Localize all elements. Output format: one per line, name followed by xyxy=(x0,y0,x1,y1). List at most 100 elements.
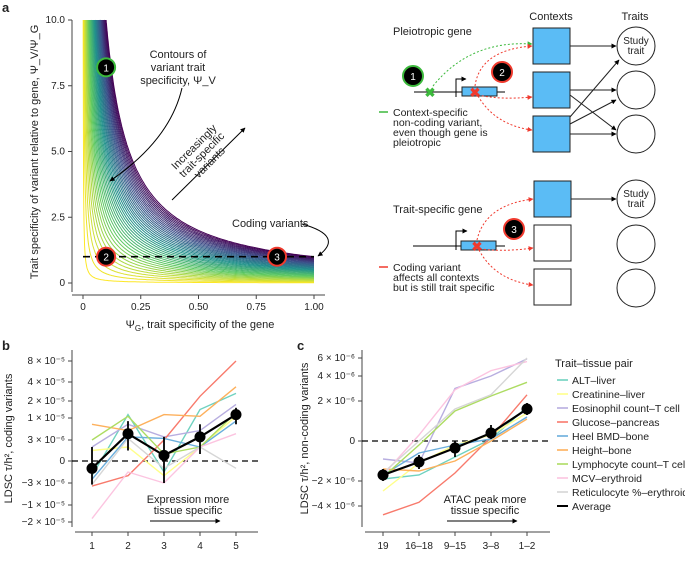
legend-entry: Lymphocyte count–T cell xyxy=(572,459,685,471)
contour-line xyxy=(90,19,315,274)
red-dotted-arrow xyxy=(479,246,534,252)
red-dotted-arrow xyxy=(478,249,534,287)
traits-header: Traits xyxy=(621,11,649,23)
legend-entry: Glucose–pancreas xyxy=(572,417,660,429)
red-note-line: affects all contexts xyxy=(393,272,479,284)
direction-annotation: tissue specific xyxy=(154,505,223,517)
y-tick-label: 2 × 10⁻⁵ xyxy=(27,396,65,407)
red-dotted-arrow xyxy=(477,95,533,132)
series-line-glucose-pancreas xyxy=(382,394,528,516)
trait-circle xyxy=(616,224,656,264)
panel-a-chart: 0 0.25 0.50 0.75 1.00 0 2.5 5.0 7.5 10.0 1 2 3 Contou… xyxy=(29,15,329,333)
y-tick-label: 1 × 10⁻⁵ xyxy=(27,413,65,424)
panel-label-a: a xyxy=(2,0,10,15)
badge-1 xyxy=(402,65,424,87)
contours-arrow xyxy=(109,87,183,182)
point-badge-3 xyxy=(267,246,288,267)
red-dotted-arrow xyxy=(476,197,534,241)
y-tick-label: −4 × 10⁻⁶ xyxy=(312,501,355,512)
y-tick-label: 8 × 10⁻⁵ xyxy=(27,356,65,367)
contour-line xyxy=(100,20,315,263)
green-note-line: even though gene is xyxy=(393,127,488,139)
contour-line xyxy=(102,20,315,261)
y-tick-label: −1 × 10⁻⁵ xyxy=(22,500,65,511)
badge-label: 2 xyxy=(499,68,505,79)
x-tick-label: 3 xyxy=(161,541,167,552)
y-tick-label: 4 × 10⁻⁶ xyxy=(318,371,355,382)
x-tick-label: 5 xyxy=(233,541,239,552)
average-point xyxy=(194,431,206,443)
y-tick-label: −2 × 10⁻⁶ xyxy=(312,476,355,487)
gene-body xyxy=(461,86,498,97)
x-tick-label: 9–15 xyxy=(444,541,467,552)
panel-a-diagram: Contexts Traits Pleiotropic gene Trait-spec… xyxy=(379,11,656,308)
trait-circle xyxy=(616,70,656,110)
contour-line xyxy=(95,20,315,269)
contour-line xyxy=(84,20,314,282)
contour-line xyxy=(95,19,315,270)
series-line-lymphocyte-count-t-cell xyxy=(382,381,528,478)
coding-variants-arrow xyxy=(301,223,329,257)
average-point xyxy=(413,456,425,468)
legend-title: Trait–tissue pair xyxy=(555,358,633,370)
promoter-arrow xyxy=(455,76,467,97)
contour-line xyxy=(83,20,314,282)
contour-line xyxy=(93,20,315,271)
legend-entry: Creatinine–liver xyxy=(572,389,645,401)
x-tick-label: 1–2 xyxy=(519,541,536,552)
contour-line xyxy=(86,19,314,280)
context-box xyxy=(533,180,572,218)
x-tick-label: 1.00 xyxy=(304,302,324,313)
x-tick-label: 3–8 xyxy=(483,541,500,552)
coding-variants-annotation: Coding variants xyxy=(232,218,309,230)
green-note-line: non-coding variant, xyxy=(393,117,482,129)
x-tick-label: 0.25 xyxy=(131,302,151,313)
contour-line xyxy=(94,20,315,270)
panel-b-chart: −2 × 10⁻⁵ −1 × 10⁻⁵ −3 × 10⁻⁶ 0 3 × 10⁻⁶ 1 × … xyxy=(3,350,258,561)
y-tick-label: 2 × 10⁻⁶ xyxy=(318,396,355,407)
contour-line xyxy=(100,20,315,264)
y-axis-label: Trait specificity of variant relative to… xyxy=(29,25,41,280)
contour-line xyxy=(99,19,315,265)
legend-entry: Average xyxy=(572,501,611,513)
contour-line xyxy=(87,20,315,278)
legend-entry: ALT–liver xyxy=(572,375,616,387)
direction-annotation: tissue specific xyxy=(451,505,520,517)
promoter-arrow xyxy=(455,228,468,250)
y-tick-label: 10.0 xyxy=(46,15,66,26)
contour-line xyxy=(96,20,315,268)
average-point xyxy=(485,427,497,439)
y-tick-label: 5.0 xyxy=(51,147,65,158)
average-point xyxy=(449,442,461,454)
legend-entry: Heel BMD–bone xyxy=(572,431,649,443)
contour-line xyxy=(99,19,315,264)
legend-entry: MCV–erythroid xyxy=(572,473,642,485)
point-badge-label: 3 xyxy=(274,253,280,264)
y-axis-label: LDSC τ/h², coding variants xyxy=(3,373,15,503)
legend-entry: Eosinophil count–T cell xyxy=(572,403,680,415)
series-line-eosinophil-count-t-cell xyxy=(382,358,528,464)
study-trait-label: trait xyxy=(628,46,645,57)
point-badge-1 xyxy=(96,57,117,78)
red-note-line: Coding variant xyxy=(393,262,461,274)
legend-entry: Reticulocyte %–erythroid xyxy=(572,487,685,499)
contour-line xyxy=(90,20,315,275)
panel-c-chart: −4 × 10⁻⁶ −2 × 10⁻⁶ 0 2 × 10⁻⁶ 4 × 10⁻⁶ 6 × 1… xyxy=(299,350,685,561)
trait-circle xyxy=(616,26,656,66)
y-tick-label: 0 xyxy=(349,436,355,447)
y-tick-label: 3 × 10⁻⁶ xyxy=(28,435,65,446)
trait-circle xyxy=(616,114,656,154)
contour-line xyxy=(83,20,314,283)
y-tick-label: 0 xyxy=(59,456,65,467)
x-tick-label: 19 xyxy=(377,541,389,552)
y-axis-label: LDSC τ/h², non-coding variants xyxy=(299,362,311,514)
x-axis-label: ΨG, trait specificity of the gene xyxy=(126,319,275,333)
panel-label-c: c xyxy=(297,338,304,353)
y-tick-label: 4 × 10⁻⁵ xyxy=(27,377,65,388)
badge-label: 1 xyxy=(410,72,416,83)
contour-line xyxy=(91,20,315,274)
context-trait-arrow xyxy=(569,99,617,125)
contours-annotation: variant trait xyxy=(151,62,205,74)
